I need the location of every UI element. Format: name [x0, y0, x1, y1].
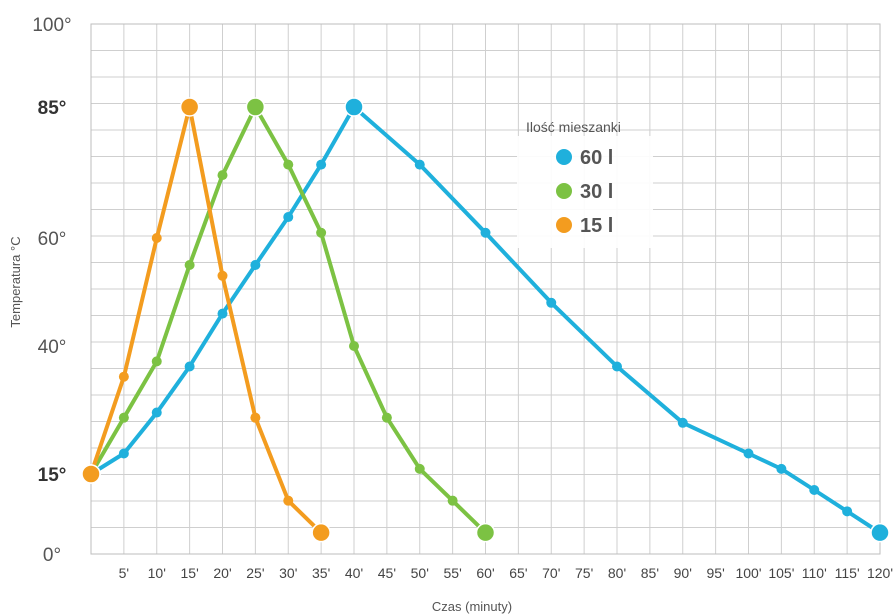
x-tick-label: 45' — [378, 565, 396, 581]
data-point — [381, 412, 392, 423]
y-tick-label: 60° — [38, 229, 67, 250]
data-point — [250, 260, 261, 270]
series-line — [89, 105, 324, 535]
data-point — [311, 522, 331, 543]
legend: Ilość mieszanki 60 l 30 l 15 l — [517, 119, 653, 248]
data-point — [179, 97, 200, 117]
x-tick-label: 110' — [802, 565, 827, 581]
data-point — [475, 522, 496, 543]
data-point — [349, 341, 359, 351]
data-point — [480, 227, 491, 238]
data-point — [151, 356, 162, 367]
legend-title: Ilość mieszanki — [526, 119, 621, 135]
data-point — [316, 227, 327, 238]
x-tick-label: 20' — [213, 565, 231, 581]
x-tick-label: 40' — [345, 565, 363, 581]
data-point — [447, 495, 458, 506]
data-point — [151, 233, 162, 243]
x-tick-label: 10' — [148, 565, 166, 581]
grid — [90, 23, 881, 555]
x-tick-label: 25' — [246, 565, 264, 581]
data-point — [344, 97, 364, 117]
x-tick-label: 5' — [119, 565, 129, 581]
x-tick-label: 30' — [279, 565, 297, 581]
data-point — [184, 361, 195, 372]
y-tick-label: 15° — [38, 465, 67, 486]
data-point — [217, 170, 228, 181]
data-point — [612, 361, 622, 372]
legend-marker — [556, 149, 572, 165]
x-tick-label: 105' — [768, 565, 794, 581]
data-point — [250, 412, 261, 423]
x-tick-label: 60' — [476, 565, 494, 581]
legend-marker — [556, 217, 572, 233]
data-point — [217, 270, 228, 281]
x-axis-ticks: 5' 10' 15' 20' 25' 30' 35' 40' 45' 50' 55' 60' 65' 70… — [119, 565, 893, 581]
data-point — [743, 448, 754, 459]
x-tick-label: 55' — [444, 565, 462, 581]
plot-border — [90, 23, 881, 555]
data-point — [151, 407, 162, 418]
data-point — [316, 159, 327, 170]
data-point — [776, 463, 787, 474]
x-tick-label: 90' — [674, 565, 692, 581]
x-tick-label: 100' — [735, 565, 761, 581]
data-point — [283, 495, 294, 506]
x-tick-label: 70' — [542, 565, 560, 581]
data-point — [870, 522, 890, 543]
x-tick-label: 65' — [509, 565, 527, 581]
y-tick-label: 40° — [38, 337, 67, 358]
data-point — [217, 308, 228, 319]
data-point — [118, 371, 129, 382]
legend-entry: 60 l — [580, 147, 613, 169]
x-axis-label: Czas (minuty) — [432, 599, 512, 614]
y-axis-ticks: 0° 15° 40° 60° 85° 100° — [32, 15, 71, 566]
legend-background — [517, 136, 653, 248]
data-point — [118, 412, 129, 423]
y-tick-label: 85° — [38, 98, 67, 119]
x-tick-label: 80' — [608, 565, 626, 581]
data-point — [546, 297, 557, 308]
data-point — [245, 97, 266, 117]
legend-marker — [556, 183, 572, 199]
data-point — [414, 159, 425, 170]
data-point — [283, 159, 294, 170]
data-point — [842, 506, 853, 517]
start-point — [81, 464, 101, 484]
x-tick-label: 50' — [411, 565, 429, 581]
data-point — [118, 448, 129, 459]
data-point — [809, 485, 820, 495]
x-tick-label: 85' — [641, 565, 659, 581]
data-point — [414, 463, 425, 474]
data-point — [677, 417, 688, 428]
x-tick-label: 95' — [707, 565, 725, 581]
data-point — [283, 212, 294, 223]
y-tick-label: 100° — [32, 15, 71, 36]
x-tick-label: 115' — [835, 565, 860, 581]
legend-entry: 15 l — [580, 215, 613, 237]
series-lines — [81, 97, 890, 543]
x-tick-label: 15' — [181, 565, 199, 581]
y-tick-label: 0° — [43, 545, 61, 566]
x-tick-label: 120' — [867, 565, 893, 581]
x-tick-label: 75' — [575, 565, 593, 581]
y-axis-label: Temperatura °C — [8, 236, 23, 327]
series-30-l — [81, 97, 496, 543]
x-tick-label: 35' — [312, 565, 330, 581]
legend-entry: 30 l — [580, 181, 613, 203]
data-point — [184, 260, 195, 270]
